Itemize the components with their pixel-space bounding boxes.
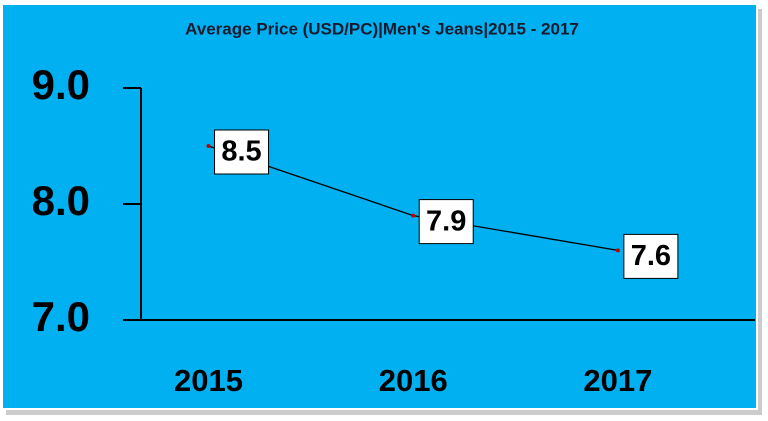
data-label: 7.9 <box>426 205 466 237</box>
y-tick-label: 9.0 <box>32 61 90 108</box>
x-tick-label: 2017 <box>583 363 652 398</box>
point-marker <box>411 213 416 218</box>
data-label: 8.5 <box>221 136 261 168</box>
y-tick-label: 7.0 <box>32 293 90 340</box>
data-label: 7.6 <box>631 240 671 272</box>
point-marker <box>206 144 211 148</box>
data-label-box <box>418 199 474 245</box>
data-label-box <box>623 233 679 279</box>
chart-background <box>1 3 758 410</box>
x-tick-label: 2016 <box>379 363 448 398</box>
y-tick-label: 8.0 <box>32 177 90 224</box>
data-label-box <box>214 129 270 175</box>
x-tick-label: 2015 <box>174 363 243 398</box>
chart-title: Average Price (USD/PC)|Men's Jeans|2015 … <box>185 19 579 38</box>
point-marker <box>615 248 620 253</box>
